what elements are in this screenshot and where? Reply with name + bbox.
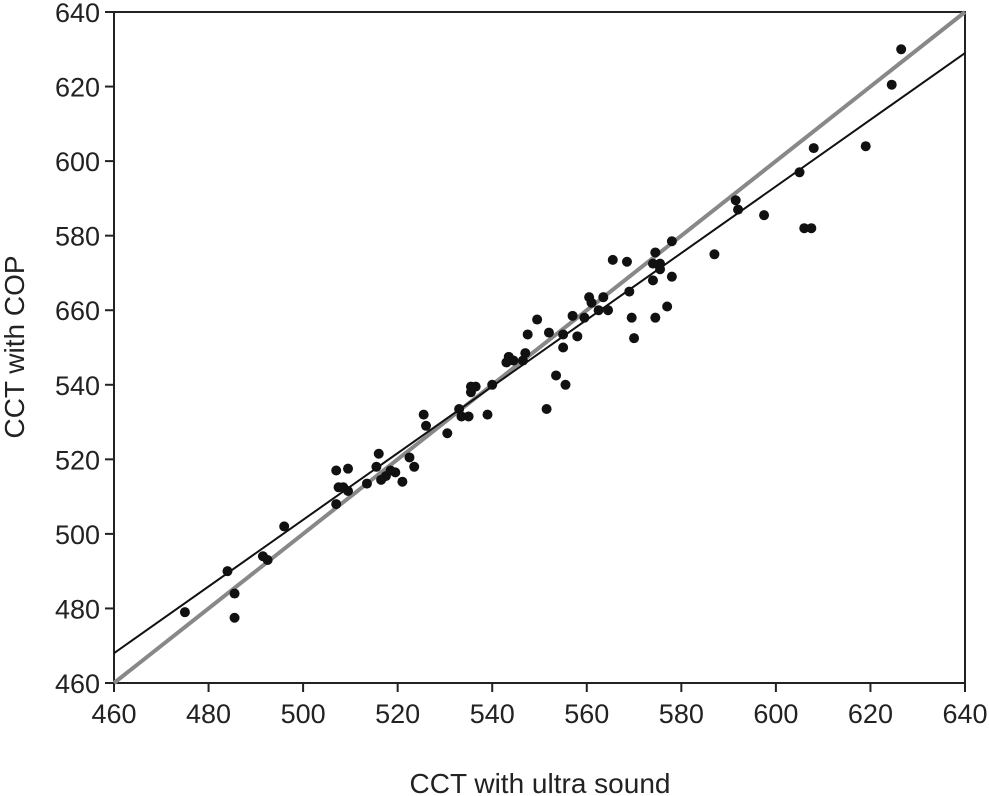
data-point — [418, 409, 429, 420]
data-point — [896, 44, 907, 55]
data-point — [404, 452, 415, 463]
plot-frame-group — [113, 11, 966, 684]
data-point — [508, 355, 519, 366]
data-point — [558, 342, 569, 353]
x-axis-label: CCT with ultra sound — [410, 768, 671, 796]
data-point — [229, 612, 240, 623]
data-point — [647, 258, 658, 269]
data-point — [624, 286, 635, 297]
data-point — [558, 329, 569, 340]
data-point — [409, 461, 420, 472]
x-tick-label: 600 — [753, 699, 798, 729]
data-point — [279, 521, 290, 532]
x-axis-ticks: 460 480 500 520 540 560 580 600 620 640 — [91, 683, 988, 729]
data-point — [463, 411, 474, 422]
plot-frame — [113, 11, 966, 684]
data-point — [586, 297, 597, 308]
data-point — [572, 331, 583, 342]
y-tick-label: 580 — [55, 222, 100, 252]
data-point — [598, 292, 609, 303]
data-point — [650, 247, 661, 258]
data-point — [799, 223, 810, 234]
data-point — [522, 329, 533, 340]
data-point — [543, 327, 554, 338]
data-point — [709, 249, 720, 260]
x-tick-label: 620 — [848, 699, 893, 729]
data-point — [621, 256, 632, 267]
data-points — [179, 44, 907, 623]
data-point — [666, 271, 677, 282]
data-point — [806, 223, 817, 234]
data-point — [560, 379, 571, 390]
y-tick-label: 640 — [55, 0, 100, 28]
data-point — [262, 554, 273, 565]
data-point — [373, 448, 384, 459]
data-point — [759, 210, 770, 221]
y-tick-label: 500 — [55, 520, 100, 550]
x-tick-label: 500 — [281, 699, 326, 729]
data-point — [629, 333, 640, 344]
y-axis-label: CCT with COP — [0, 255, 30, 438]
line-of-equality — [112, 10, 967, 685]
x-tick-label: 640 — [942, 699, 987, 729]
y-tick-label: 520 — [55, 445, 100, 475]
data-point — [343, 486, 354, 497]
y-tick-label: 460 — [55, 669, 100, 699]
y-tick-label: 540 — [55, 371, 100, 401]
x-tick-label: 460 — [91, 699, 136, 729]
data-point — [650, 312, 661, 323]
data-point — [647, 275, 658, 286]
data-point — [470, 381, 481, 392]
data-point — [655, 258, 666, 269]
data-point — [331, 465, 342, 476]
y-axis-ticks: 460 480 500 520 540 660 580 600 620 640 — [55, 0, 114, 699]
data-point — [794, 167, 805, 178]
data-point — [482, 409, 493, 420]
data-point — [730, 195, 741, 206]
data-point — [808, 143, 819, 154]
data-point — [229, 588, 240, 599]
data-point — [442, 428, 453, 439]
x-tick-label: 540 — [470, 699, 515, 729]
data-point — [343, 463, 354, 474]
data-point — [626, 312, 637, 323]
data-point — [520, 348, 531, 359]
data-point — [532, 314, 543, 325]
data-point — [361, 478, 372, 489]
x-tick-label: 520 — [375, 699, 420, 729]
data-point — [456, 411, 467, 422]
data-point — [603, 305, 614, 316]
data-point — [733, 204, 744, 215]
data-point — [860, 141, 871, 152]
x-tick-label: 560 — [564, 699, 609, 729]
data-point — [593, 305, 604, 316]
data-point — [331, 499, 342, 510]
data-point — [487, 379, 498, 390]
data-point — [886, 79, 897, 90]
data-point — [666, 236, 677, 247]
x-tick-label: 580 — [659, 699, 704, 729]
data-point — [179, 607, 190, 618]
data-point — [371, 461, 382, 472]
data-point — [541, 404, 552, 415]
data-point — [662, 301, 673, 312]
data-point — [222, 566, 233, 577]
y-tick-label: 620 — [55, 73, 100, 103]
data-point — [567, 310, 578, 321]
y-tick-label: 660 — [55, 296, 100, 326]
data-point — [579, 312, 590, 323]
data-point — [421, 420, 432, 431]
reference-lines — [112, 10, 967, 685]
data-point — [607, 254, 618, 265]
data-point — [551, 370, 562, 381]
y-tick-label: 600 — [55, 147, 100, 177]
data-point — [390, 467, 401, 478]
regression-line — [113, 52, 966, 654]
data-point — [397, 476, 408, 487]
y-tick-label: 480 — [55, 594, 100, 624]
x-tick-label: 480 — [186, 699, 231, 729]
